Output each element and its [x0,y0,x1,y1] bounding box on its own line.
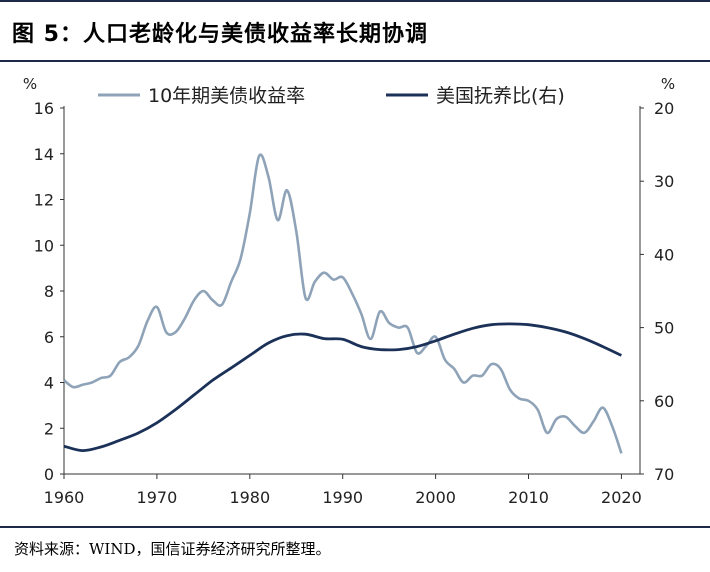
x-tick-label: 1990 [322,488,363,507]
right-tick-label: 60 [654,392,674,411]
source-note: 资料来源：WIND，国信证券经济研究所整理。 [14,540,331,558]
x-tick-label: 2010 [508,488,549,507]
legend: 10年期美债收益率 美国抚养比(右) [98,85,565,107]
right-tick-label: 50 [654,319,674,338]
legend-dependency-label: 美国抚养比(右) [436,85,565,107]
left-tick-label: 2 [44,419,54,438]
chart-title: 图 5：人口老龄化与美债收益率长期协调 [12,22,428,47]
left-tick-label: 14 [34,145,54,164]
left-tick-label: 4 [44,374,54,393]
plot-area [63,153,623,454]
left-tick-label: 10 [34,236,54,255]
left-tick-label: 6 [44,328,54,347]
chart: 0 2 4 6 8 10 12 14 16% 20 30 40 50 60 70% 1960 1970 1980 1… [23,75,675,507]
right-tick-label: 70 [654,465,674,484]
right-tick-label: 30 [654,172,674,191]
left-axis-unit: % [23,75,37,93]
x-tick-label: 1960 [44,488,85,507]
series-line-yield [63,153,623,454]
series-line-dependency [63,322,622,453]
source-divider [0,526,710,528]
x-tick-label: 1970 [137,488,178,507]
title-bar: 图 5：人口老龄化与美债收益率长期协调 [0,0,710,62]
left-tick-label: 12 [34,191,54,210]
legend-yield-label: 10年期美债收益率 [148,85,305,107]
right-tick-label: 40 [654,245,674,264]
left-tick-label: 16 [34,99,54,118]
right-axis-unit: % [661,75,675,93]
x-tick-label: 2020 [601,488,642,507]
axes: 0 2 4 6 8 10 12 14 16% 20 30 40 50 60 70% 1960 1970 1980 1… [23,75,675,507]
x-tick-label: 1980 [229,488,270,507]
right-tick-label: 20 [654,99,674,118]
left-tick-label: 8 [44,282,54,301]
x-tick-label: 2000 [415,488,456,507]
left-tick-label: 0 [44,465,54,484]
